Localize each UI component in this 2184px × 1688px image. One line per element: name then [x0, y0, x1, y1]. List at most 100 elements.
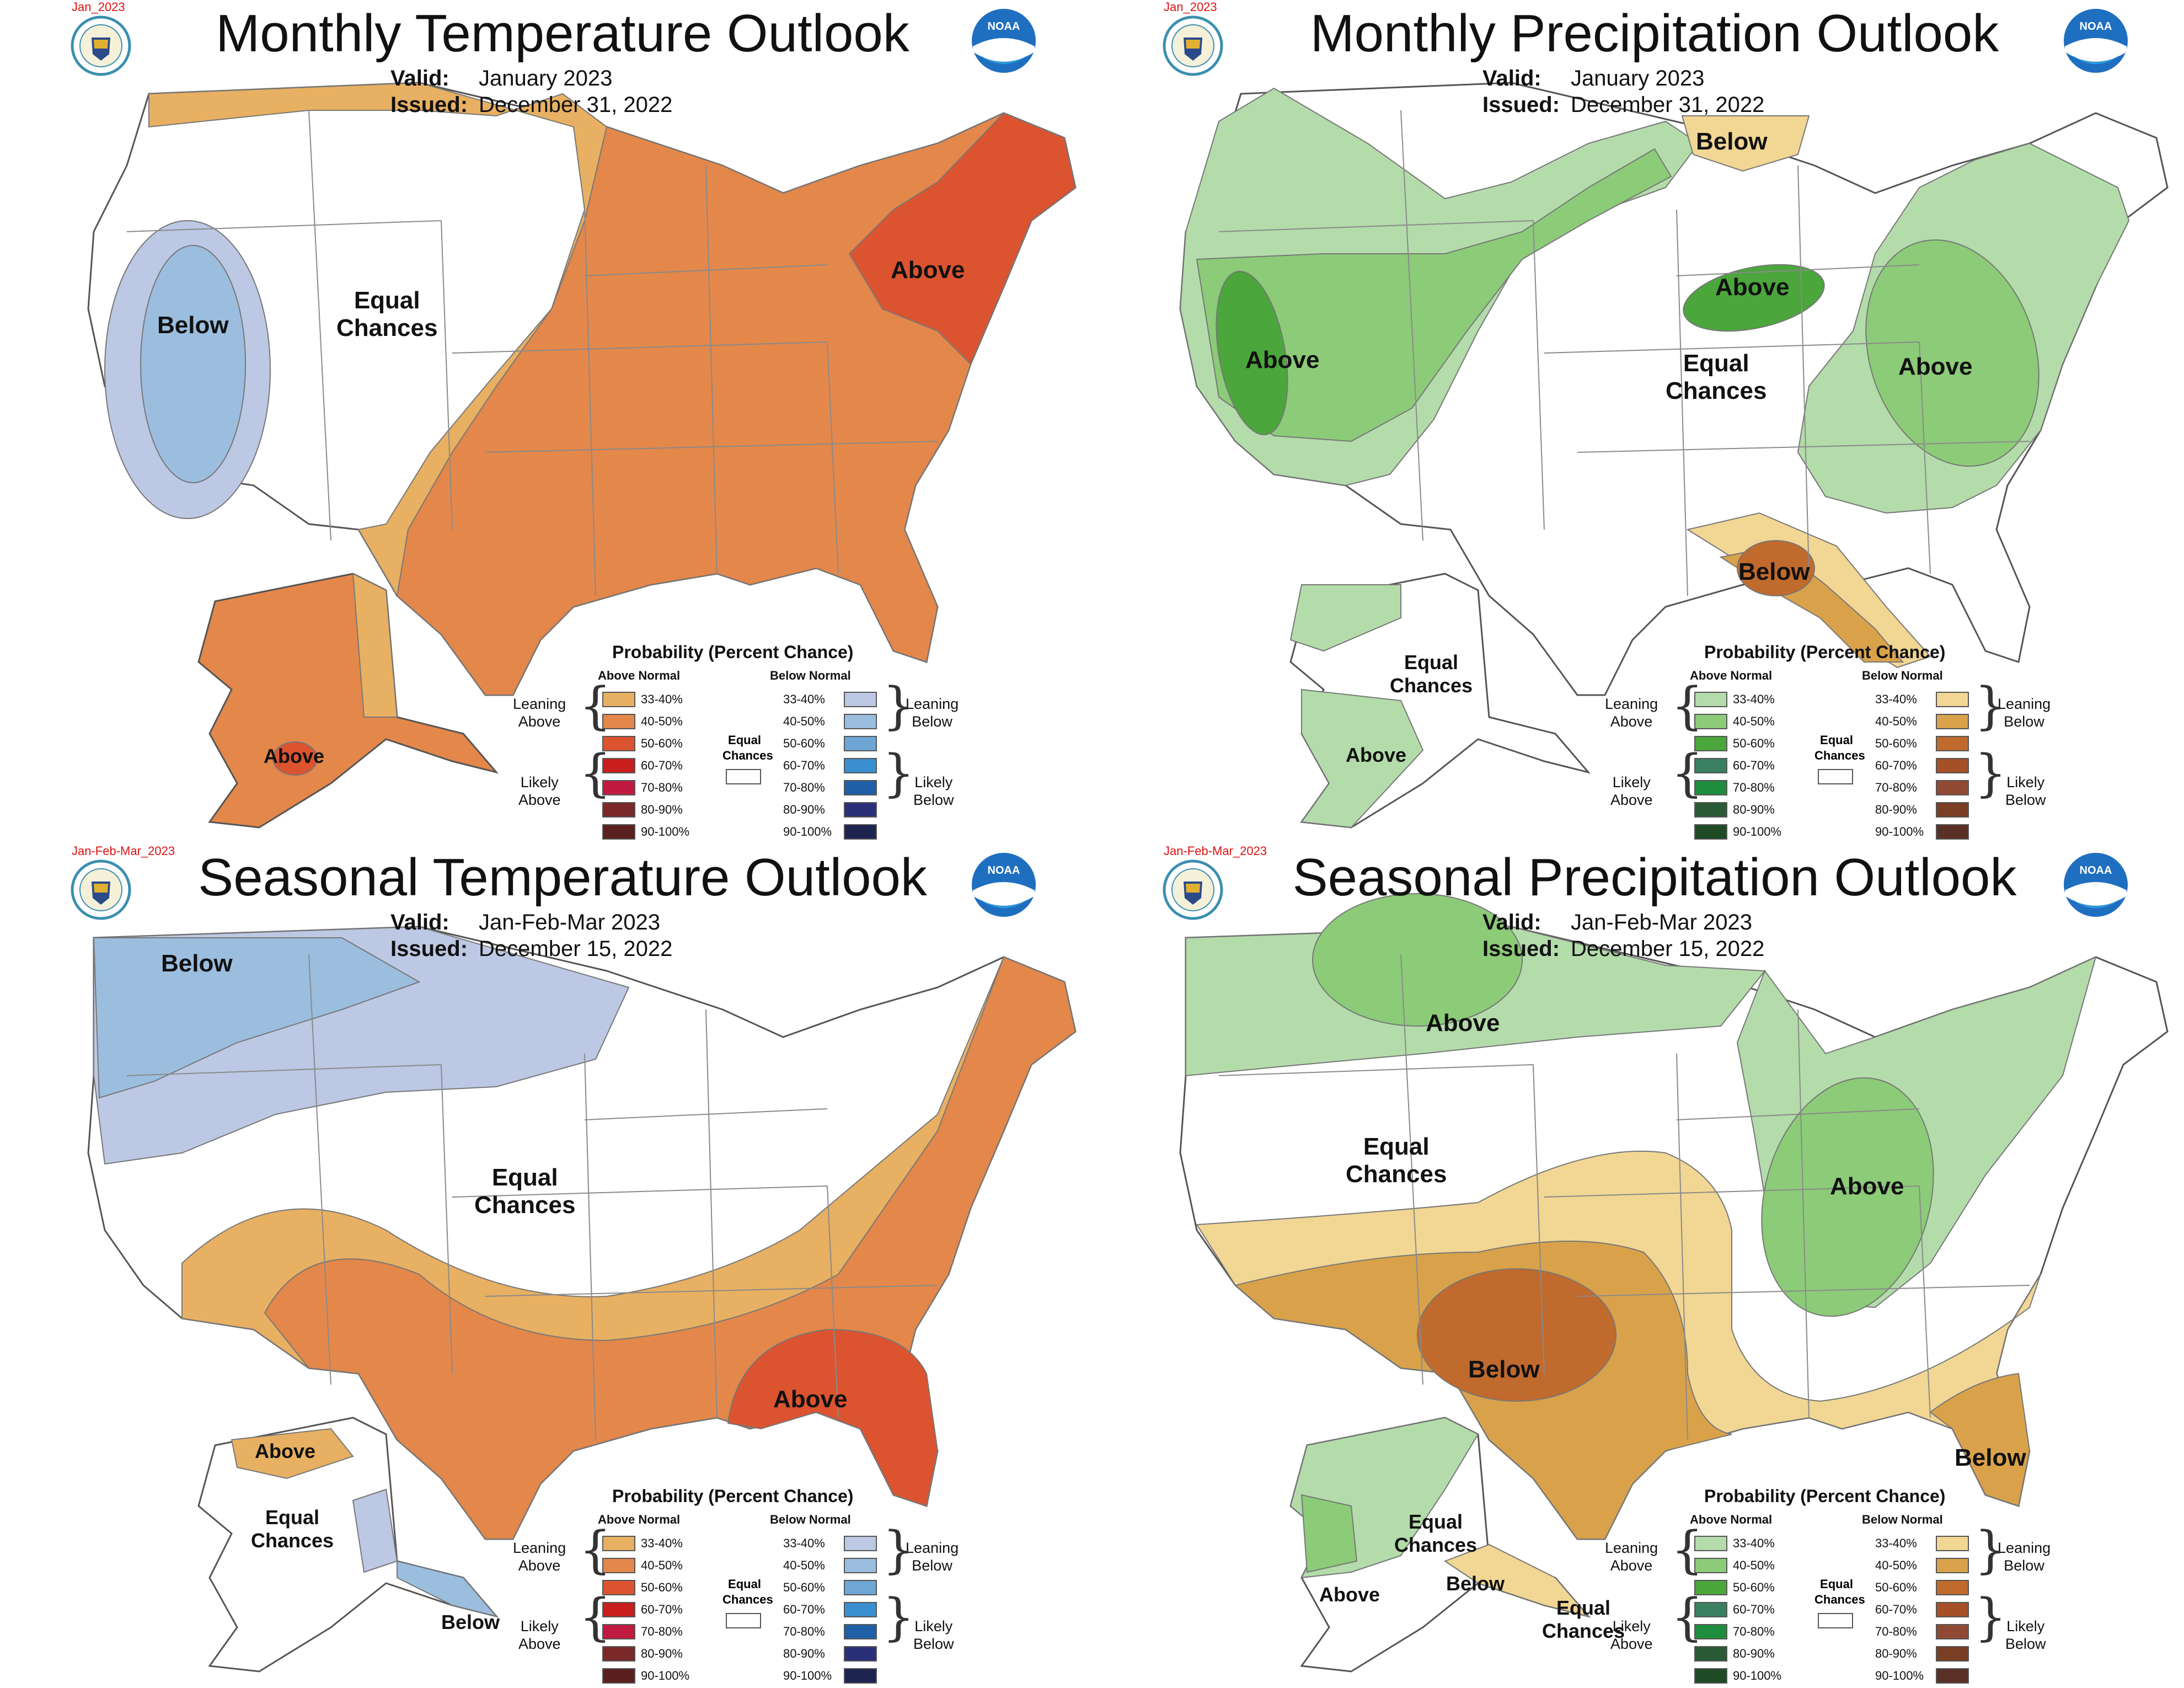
- legend-title: Probability (Percent Chance): [612, 642, 854, 662]
- legend-swatch-above: [1694, 758, 1727, 773]
- legend-swatch-below: [844, 802, 877, 818]
- legend-range-above: 70-80%: [1733, 781, 1775, 794]
- legend-swatch-above: [602, 1646, 635, 1662]
- legend-equal-chances: Equal Chances: [722, 1577, 773, 1606]
- legend-range-below: 40-50%: [783, 714, 825, 728]
- legend-above-header: Above Normal: [1690, 669, 1773, 682]
- valid-value: Jan-Feb-Mar 2023: [479, 910, 661, 934]
- legend-swatch-above: [602, 736, 635, 751]
- region-label: Below: [1738, 558, 1810, 585]
- legend-swatch-above: [1694, 780, 1727, 795]
- legend-brace: }: [882, 1588, 915, 1647]
- legend-range-above: 40-50%: [641, 1558, 683, 1572]
- legend-range-above: 80-90%: [1733, 1647, 1775, 1660]
- svg-text:NOAA: NOAA: [2080, 20, 2112, 33]
- legend-range-below: 50-60%: [1875, 1580, 1917, 1594]
- legend-range-below: 80-90%: [783, 803, 825, 816]
- region-label: Equal Chances: [1390, 651, 1473, 697]
- legend-swatch-above: [1694, 1668, 1727, 1684]
- panel-title: Seasonal Temperature Outlook: [198, 848, 927, 907]
- legend-brace: }: [1974, 744, 2007, 803]
- legend-range-above: 70-80%: [641, 1625, 683, 1638]
- commerce-seal-icon: [71, 15, 131, 76]
- legend-brace: }: [882, 744, 915, 803]
- legend-range-below: 70-80%: [783, 781, 825, 794]
- legend-equal-chances: Equal Chances: [1814, 1577, 1865, 1606]
- legend-range-above: 90-100%: [1733, 1669, 1782, 1682]
- region-label: Above: [1426, 1009, 1500, 1037]
- issued-label: Issued:: [1482, 937, 1560, 961]
- legend-range-below: 60-70%: [783, 1602, 825, 1616]
- legend-swatch-above: [602, 758, 635, 773]
- legend-swatch-below: [844, 692, 877, 707]
- legend-range-below: 33-40%: [1875, 1536, 1917, 1550]
- legend-range-below: 40-50%: [783, 1558, 825, 1572]
- legend-swatch-below: [1936, 1558, 1969, 1573]
- legend-range-above: 80-90%: [1733, 803, 1775, 816]
- region-label: Equal Chances: [251, 1506, 334, 1552]
- legend-range-below: 33-40%: [783, 692, 825, 706]
- legend-range-above: 90-100%: [641, 1669, 690, 1682]
- region-label: Equal Chances: [1346, 1133, 1447, 1188]
- legend-leaning-below: Leaning Below: [1998, 696, 2051, 730]
- panel-monthly-precipitation: Jan_2023 NOAA Monthly Precipitation Outl…: [1092, 0, 2184, 844]
- map-seasonal-temperature: [87, 926, 1077, 1673]
- issued-value: December 31, 2022: [479, 93, 673, 117]
- legend-swatch-above: [602, 1558, 635, 1573]
- legend-swatch-above: [602, 1668, 635, 1684]
- region-label: Above: [1830, 1173, 1904, 1200]
- legend-swatch-below: [1936, 1580, 1969, 1595]
- legend-swatch-below: [1936, 1646, 1969, 1662]
- map-monthly-temperature: [87, 82, 1077, 829]
- legend-swatch-below: [844, 1558, 877, 1573]
- noaa-logo-icon: NOAA: [972, 9, 1036, 73]
- legend-swatch-below: [844, 714, 877, 729]
- legend-brace: }: [1974, 1520, 2007, 1579]
- legend-swatch-below: [1936, 780, 1969, 795]
- legend-range-below: 60-70%: [1875, 1602, 1917, 1616]
- noaa-logo-icon: NOAA: [2064, 853, 2128, 917]
- probability-legend: Probability (Percent Chance) Above Normal…: [496, 634, 1004, 844]
- legend-swatch-above: [1694, 1580, 1727, 1595]
- legend-range-above: 90-100%: [1733, 825, 1782, 838]
- legend-range-above: 40-50%: [641, 714, 683, 728]
- valid-label: Valid:: [390, 910, 449, 934]
- region-label: Equal Chances: [1542, 1596, 1625, 1642]
- legend-likely-above: Likely Above: [518, 774, 561, 808]
- region-label: Above: [1346, 744, 1407, 766]
- legend-swatch-below: [844, 736, 877, 751]
- legend-swatch-below: [844, 1602, 877, 1617]
- legend-range-above: 50-60%: [1733, 736, 1775, 750]
- valid-issued: Valid: Jan-Feb-Mar 2023 Issued: December 1…: [1482, 909, 1764, 962]
- legend-range-above: 80-90%: [641, 803, 683, 816]
- legend-swatch-above: [1694, 1558, 1727, 1573]
- legend-brace: }: [882, 676, 915, 735]
- legend-swatch-below: [1936, 692, 1969, 707]
- legend-range-above: 70-80%: [641, 781, 683, 794]
- legend-swatch-below: [1936, 1624, 1969, 1639]
- legend-range-below: 60-70%: [783, 758, 825, 772]
- legend-swatch-above: [1694, 714, 1727, 729]
- legend-brace: {: [579, 744, 612, 803]
- legend-swatch-below: [1936, 802, 1969, 818]
- issued-value: December 15, 2022: [1571, 937, 1765, 961]
- issued-label: Issued:: [390, 937, 468, 961]
- legend-brace: {: [1671, 744, 1704, 803]
- legend-brace: }: [882, 1520, 915, 1579]
- legend-swatch-above: [602, 692, 635, 707]
- legend-range-above: 40-50%: [1733, 714, 1775, 728]
- legend-swatch-above: [602, 1624, 635, 1639]
- legend-leaning-below: Leaning Below: [906, 696, 959, 730]
- panel-title: Seasonal Precipitation Outlook: [1292, 848, 2017, 907]
- legend-range-below: 80-90%: [1875, 803, 1917, 816]
- region-label: Equal Chances: [1394, 1510, 1478, 1556]
- legend-swatch-above: [602, 1580, 635, 1595]
- legend-range-below: 80-90%: [1875, 1647, 1917, 1660]
- legend-likely-below: Likely Below: [913, 1618, 954, 1652]
- legend-swatch-above: [602, 802, 635, 818]
- legend-swatch-above: [602, 1602, 635, 1617]
- legend-range-above: 33-40%: [1733, 692, 1775, 706]
- region-label: Below: [161, 950, 233, 977]
- commerce-seal-icon: [71, 859, 131, 920]
- legend-range-above: 60-70%: [1733, 758, 1775, 772]
